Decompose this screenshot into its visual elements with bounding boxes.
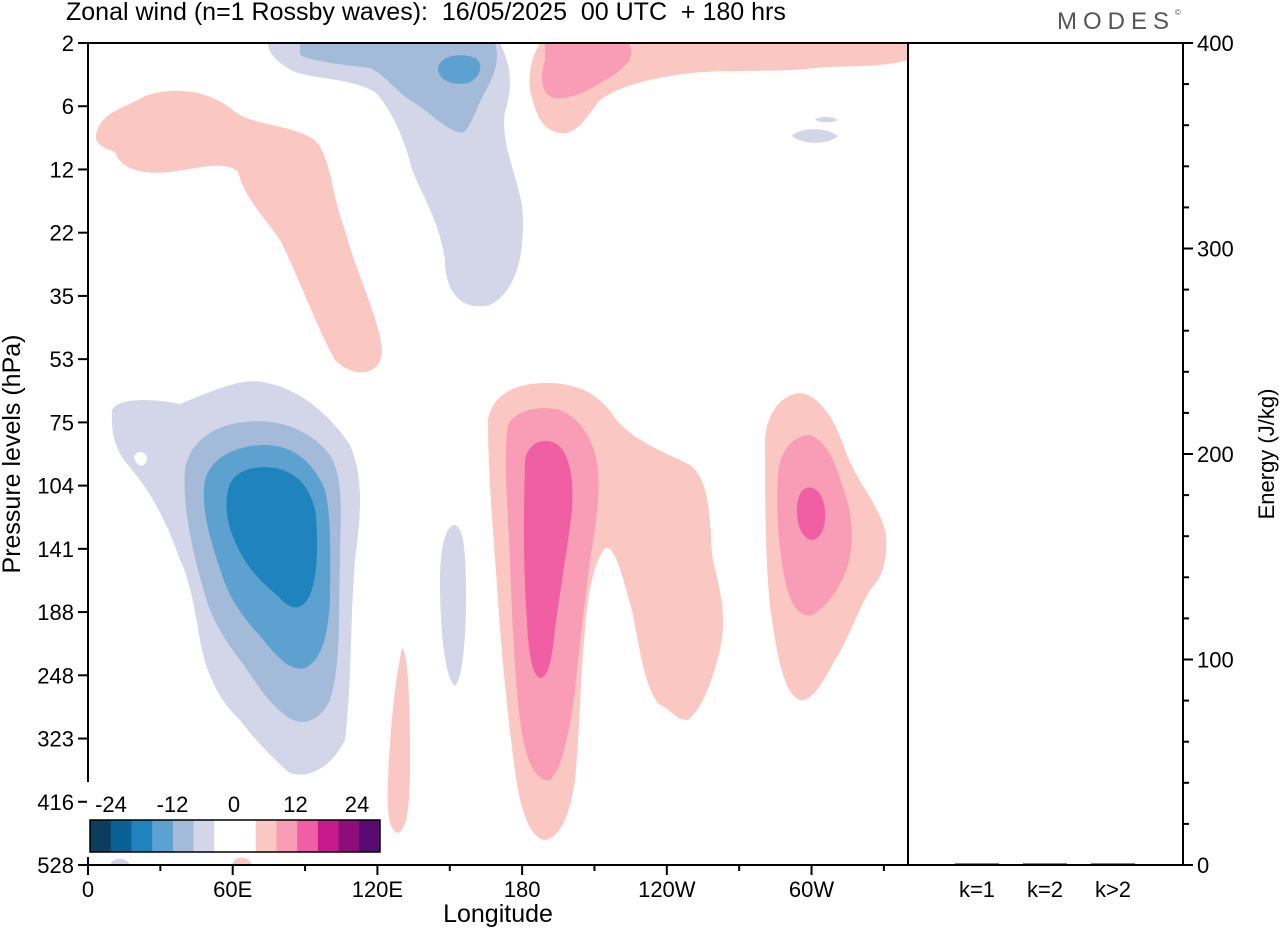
wavenumber-label: k=2: [1027, 877, 1063, 902]
pressure-tick-label: 104: [37, 474, 74, 499]
longitude-tick-label: 60E: [213, 877, 252, 902]
colorbar-tick-label: 24: [345, 792, 369, 817]
energy-tick-label: 0: [1197, 853, 1209, 878]
energy-tick-label: 100: [1197, 648, 1234, 673]
wavenumber-labels: k=1 k=2 k>2: [959, 877, 1131, 902]
pressure-tick-label: 75: [50, 410, 74, 435]
logo-text: MODES: [1057, 8, 1176, 35]
contour-negative-oval: [440, 525, 466, 686]
energy-plot-frame: [907, 42, 1184, 866]
energy-bar: [1091, 863, 1135, 865]
energy-tick-label: 400: [1197, 31, 1234, 56]
colorbar-swatch: [193, 820, 215, 852]
colorbar-swatch: [276, 820, 298, 852]
pressure-tick-label: 141: [37, 537, 74, 562]
pressure-tick-label: 53: [50, 347, 74, 372]
pressure-tick-label: 12: [50, 157, 74, 182]
colorbar-tick-label: 12: [283, 792, 307, 817]
colorbar-swatch: [214, 820, 236, 852]
colorbar-tick-label: -24: [95, 792, 127, 817]
pressure-tick-label: 416: [37, 790, 74, 815]
energy-axis: 0 100 200 300 400: [1183, 31, 1234, 878]
logo-copyright-mark: ©: [1175, 8, 1181, 17]
chart-title: Zonal wind (n=1 Rossby waves): 16/05/202…: [66, 0, 786, 26]
colorbar-frame: [89, 819, 381, 853]
contour-negative-bottom: [110, 858, 130, 865]
contour-negative-small-2: [815, 117, 838, 123]
x-axis-label: Longitude: [443, 900, 553, 928]
contour-negative-small-1: [792, 129, 838, 143]
pressure-tick-label: 528: [37, 853, 74, 878]
colorbar-tick-label: 0: [228, 792, 240, 817]
modes-logo: MODES©: [1057, 8, 1181, 36]
colorbar: -24 -12 0 12 24: [87, 782, 383, 857]
contour-positive-east-3: [797, 487, 826, 540]
contour-negative-lower-hole: [134, 452, 147, 466]
colorbar-swatch: [338, 820, 360, 852]
contour-positive-thin: [387, 648, 410, 833]
contour-negative-lower-4: [226, 467, 318, 608]
colorbar-swatch: [235, 820, 257, 852]
energy-tick-label: 200: [1197, 442, 1234, 467]
energy-bar: [955, 863, 999, 865]
pressure-tick-label: 323: [37, 727, 74, 752]
longitude-tick-label: 120W: [638, 877, 696, 902]
y-axis-label: Pressure levels (hPa): [0, 335, 26, 574]
wavenumber-label: k=1: [959, 877, 995, 902]
energy-bar: [1023, 863, 1067, 865]
contour-positive-mid-3: [523, 440, 573, 678]
contour-positive-upper-east-2: [542, 43, 632, 99]
colorbar-swatch: [297, 820, 319, 852]
colorbar-swatch: [152, 820, 174, 852]
pressure-tick-label: 22: [50, 221, 74, 246]
wavenumber-label: k>2: [1095, 877, 1131, 902]
longitude-tick-label: 120E: [352, 877, 403, 902]
longitude-axis: 0 60E 120E 180 120W 60W: [82, 865, 885, 902]
pressure-tick-label: 35: [50, 284, 74, 309]
contour-positive-upper-west: [95, 90, 382, 373]
longitude-tick-label: 60W: [789, 877, 834, 902]
pressure-tick-label: 2: [62, 31, 74, 56]
pressure-tick-label: 188: [37, 600, 74, 625]
longitude-tick-label: 0: [82, 877, 94, 902]
colorbar-swatch: [110, 820, 132, 852]
pressure-tick-label: 6: [62, 94, 74, 119]
energy-axis-label: Energy (J/kg): [1254, 389, 1279, 520]
colorbar-swatch: [359, 820, 381, 852]
contour-negative-upper-3: [438, 55, 481, 84]
energy-bars: [955, 863, 1135, 865]
longitude-tick-label: 180: [504, 877, 541, 902]
colorbar-swatch: [317, 820, 340, 852]
colorbar-tick-label: -12: [157, 792, 189, 817]
contour-positive-bottom: [232, 857, 252, 865]
energy-tick-label: 300: [1197, 237, 1234, 262]
colorbar-swatch: [255, 820, 277, 852]
contour-field: [95, 43, 908, 865]
colorbar-swatch: [90, 820, 112, 852]
pressure-axis: 2 6 12 22 35 53 75 104 141 188 248 323 416 528: [37, 31, 88, 878]
colorbar-swatch: [131, 820, 153, 852]
pressure-tick-label: 248: [37, 663, 74, 688]
colorbar-swatch: [172, 820, 195, 852]
